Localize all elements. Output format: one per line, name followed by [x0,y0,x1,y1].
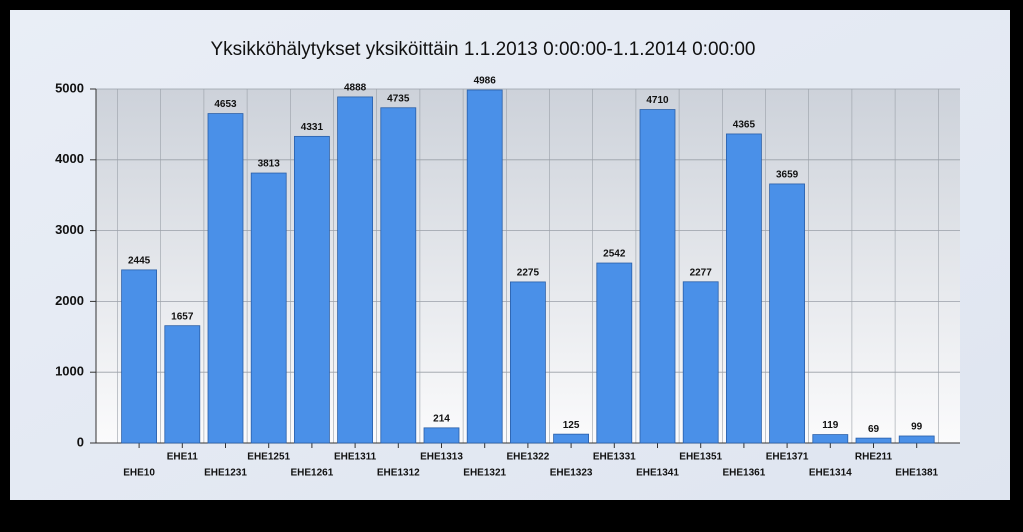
bar [380,107,417,444]
x-tick-label: EHE1231 [204,468,247,479]
bar [812,434,849,444]
bar [596,262,633,444]
chart-title: Yksikköhälytykset yksiköittäin 1.1.2013 … [210,39,755,60]
bar [855,437,892,444]
value-label: 4710 [646,95,669,106]
value-label: 69 [868,424,880,435]
bar [726,133,762,444]
x-tick-label: EHE1322 [506,452,549,463]
y-tick-label: 2000 [55,293,84,308]
x-tick-label: EHE1314 [809,468,852,479]
value-label: 2445 [128,256,151,267]
bar [769,183,805,444]
bar [293,135,330,444]
value-label: 4331 [301,122,324,133]
value-label: 2542 [603,249,626,260]
x-tick-label: EHE10 [123,468,155,479]
value-label: 1657 [171,311,194,322]
y-tick-label: 4000 [55,151,84,166]
y-tick-label: 3000 [55,222,84,237]
x-tick-label: EHE1312 [377,468,420,479]
value-label: 4986 [474,76,497,87]
value-label: 3659 [776,170,799,181]
x-tick-label: EHE11 [167,452,199,463]
x-tick-label: EHE1351 [679,452,722,463]
value-label: 99 [911,422,923,433]
bar [639,109,676,444]
x-tick-label: RHE211 [855,452,893,463]
value-label: 4735 [387,93,410,104]
bar [423,427,460,444]
y-tick-label: 1000 [55,364,84,379]
x-tick-label: EHE1323 [550,468,593,479]
x-tick-label: EHE1341 [636,468,679,479]
value-label: 119 [822,420,839,431]
bar [121,269,157,444]
x-tick-label: EHE1321 [463,468,506,479]
value-label: 2277 [690,267,713,278]
y-tick-label: 5000 [55,80,84,95]
y-tick-label: 0 [77,434,84,449]
bar [898,435,935,444]
bar [207,113,244,444]
value-label: 4653 [214,99,237,110]
value-label: 214 [433,413,450,424]
value-label: 4888 [344,83,367,94]
value-label: 3813 [258,159,281,170]
value-label: 125 [563,420,580,431]
x-tick-label: EHE1261 [290,468,333,479]
bar [337,96,374,444]
x-tick-label: EHE1381 [895,468,938,479]
bar [466,89,503,444]
bar [164,325,201,444]
x-tick-label: EHE1331 [593,452,636,463]
value-label: 4365 [733,120,756,131]
x-tick-label: EHE1311 [334,452,377,463]
bar [509,281,546,444]
bar [682,281,719,444]
x-tick-label: EHE1361 [722,468,765,479]
bar [553,433,589,444]
x-tick-label: EHE1313 [420,452,463,463]
value-label: 2275 [517,268,540,279]
x-tick-label: EHE1251 [247,452,290,463]
bar [250,172,287,444]
x-tick-label: EHE1371 [766,452,809,463]
